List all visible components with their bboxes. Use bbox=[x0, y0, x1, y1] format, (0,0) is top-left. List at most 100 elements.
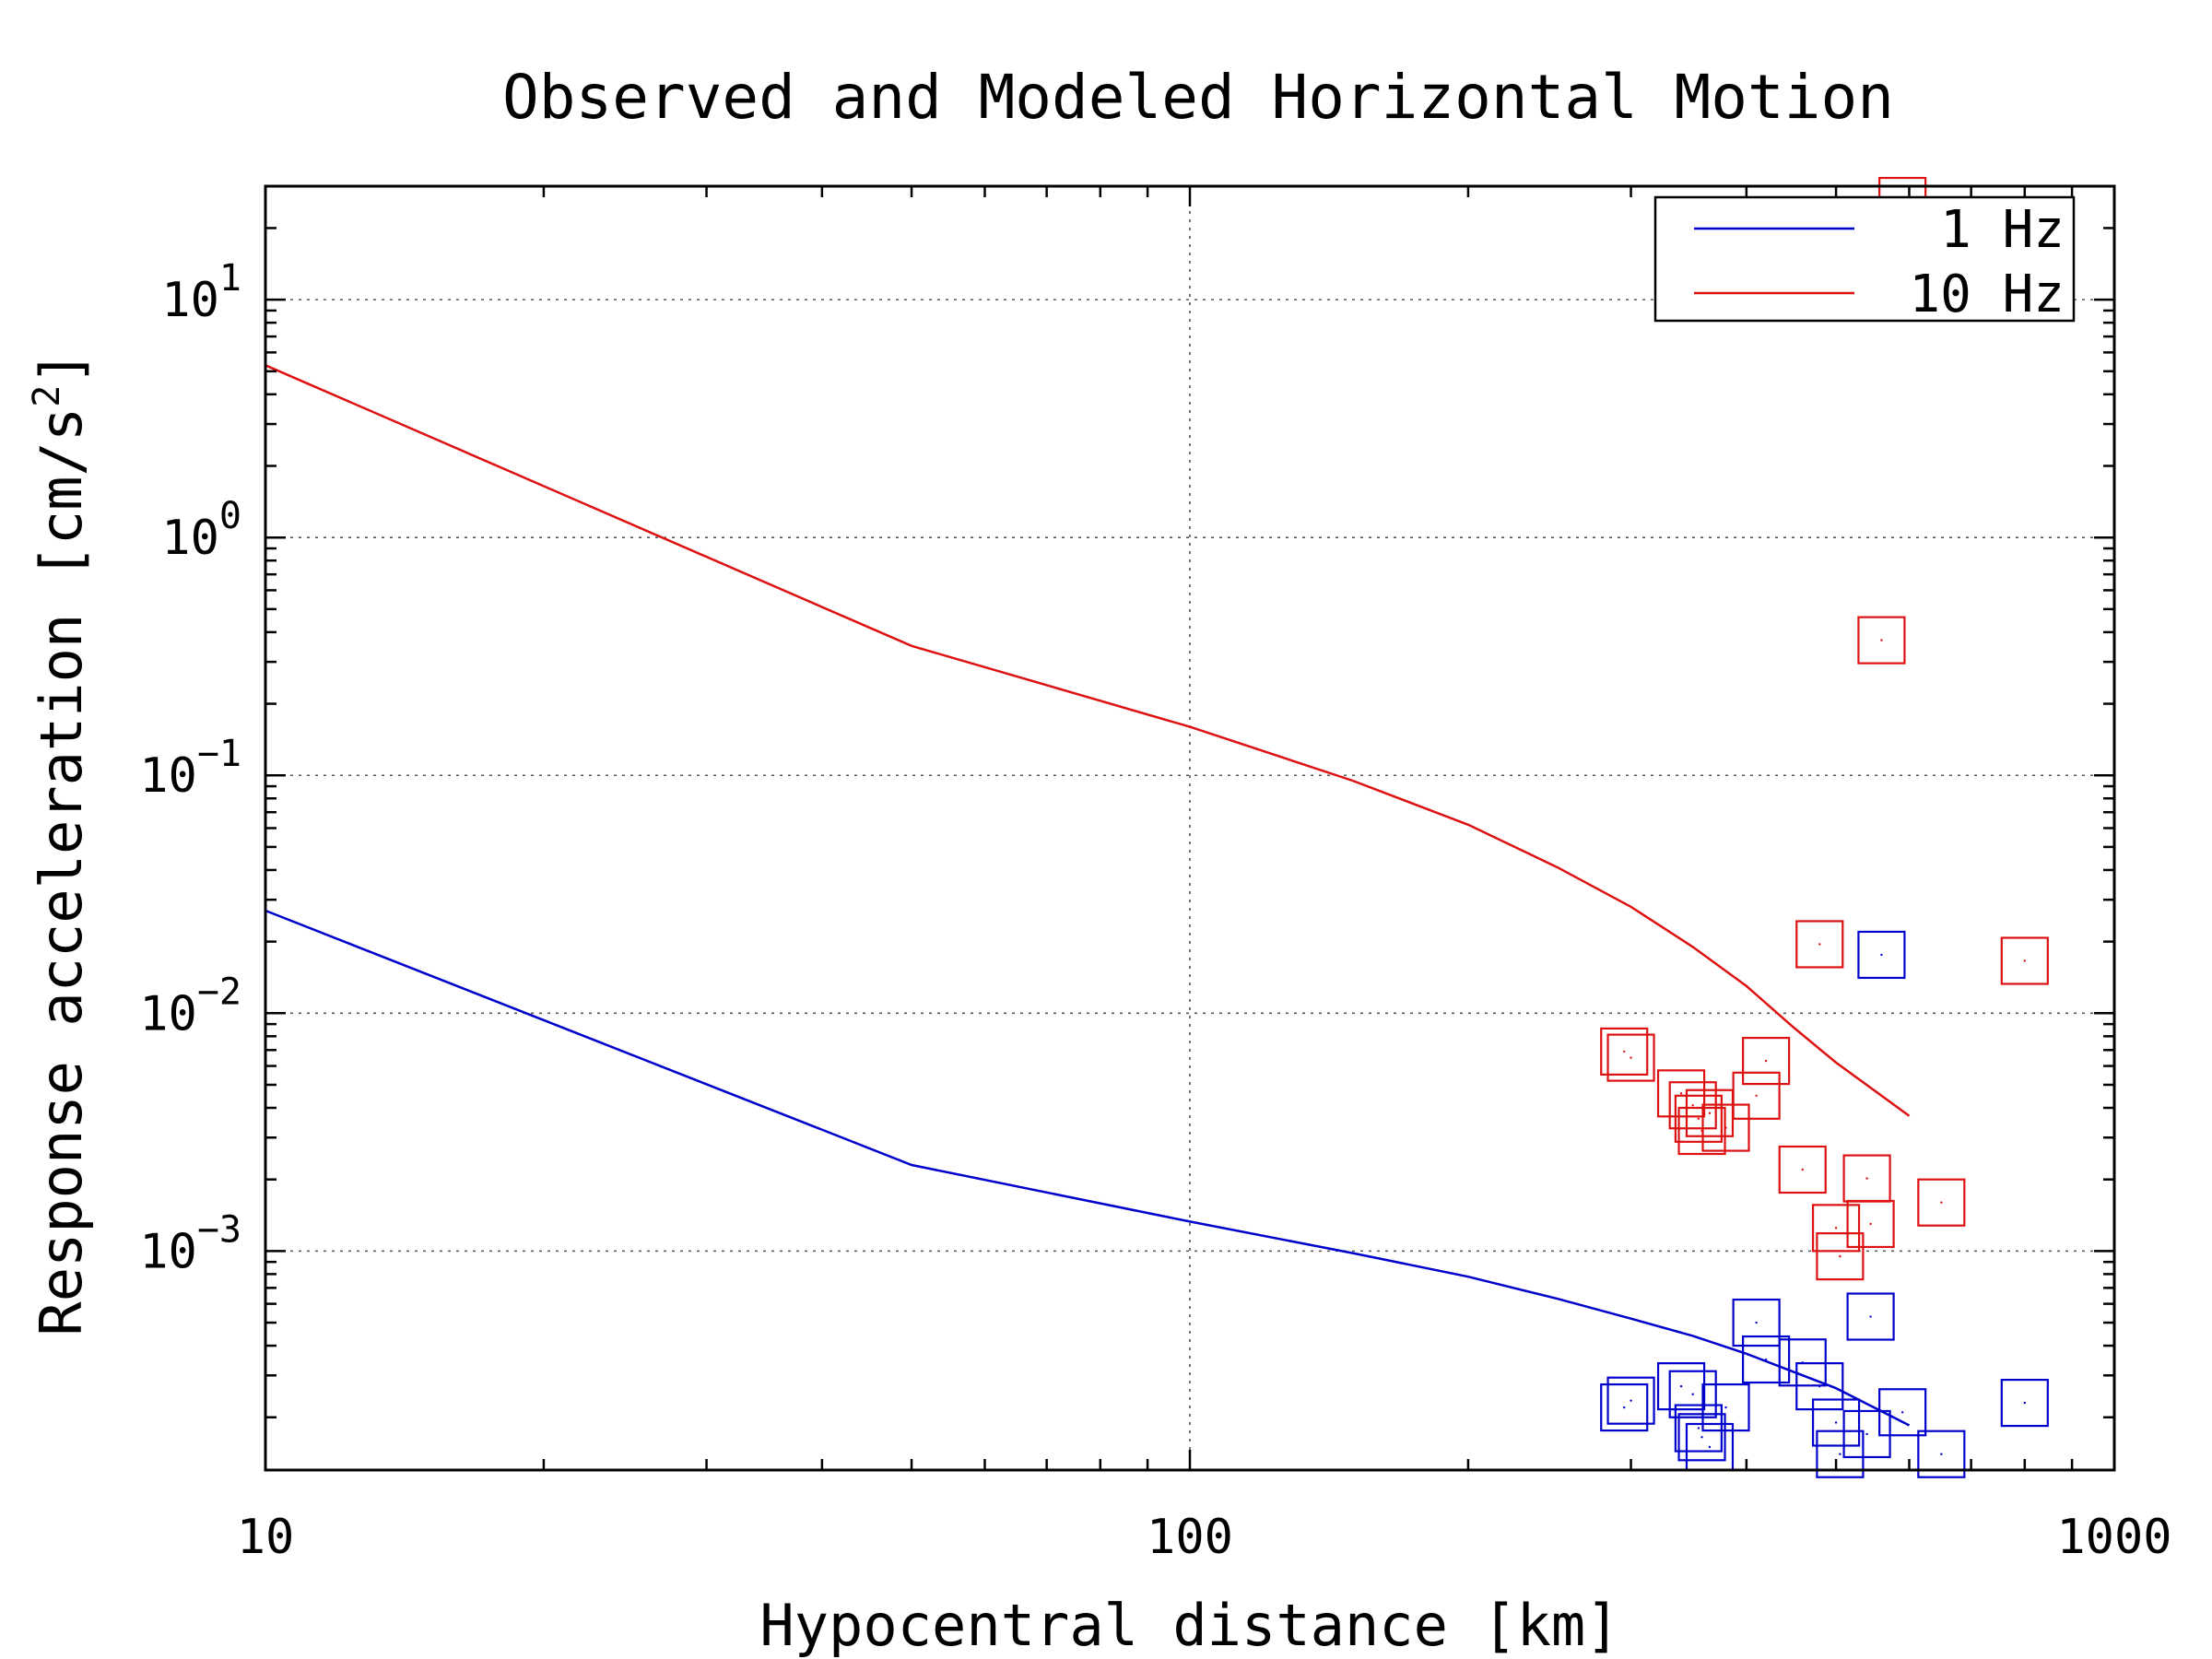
observed-point bbox=[1811, 1398, 1861, 1447]
observed-point-center bbox=[1869, 1222, 1872, 1226]
y-tick-exponent: −1 bbox=[197, 733, 241, 775]
observed-point bbox=[1606, 1033, 1655, 1082]
observed-point-center bbox=[1755, 1094, 1758, 1098]
observed-point-center bbox=[1764, 1059, 1768, 1063]
legend-box bbox=[1653, 195, 2076, 323]
observed-point bbox=[1857, 616, 1906, 665]
observed-point-center bbox=[1700, 1436, 1703, 1439]
observed-point bbox=[1878, 1388, 1927, 1437]
observed-point-center bbox=[1834, 1227, 1838, 1230]
y-tick-base: 10 bbox=[139, 1224, 197, 1279]
y-tick-base: 10 bbox=[139, 986, 197, 1041]
observed-point bbox=[1846, 1292, 1895, 1341]
observed-point-center bbox=[1724, 1126, 1727, 1129]
observed-point-center bbox=[1691, 1393, 1694, 1395]
observed-point-center bbox=[1764, 1358, 1768, 1361]
observed-point-center bbox=[1880, 639, 1883, 641]
observed-point bbox=[2000, 936, 2049, 985]
observed-point bbox=[1857, 930, 1906, 980]
observed-point-center bbox=[1818, 943, 1821, 946]
observed-point-center bbox=[1818, 1384, 1821, 1388]
observed-point bbox=[2000, 1378, 2049, 1428]
observed-point-center bbox=[1708, 1112, 1712, 1114]
observed-point-center bbox=[1679, 1092, 1683, 1095]
observed-point-center bbox=[1623, 1050, 1626, 1053]
observed-point-center bbox=[1697, 1427, 1700, 1430]
y-tick-label: 10−2 bbox=[139, 971, 241, 1041]
series-1hz bbox=[265, 909, 2049, 1478]
y-tick-exponent: −3 bbox=[197, 1208, 241, 1251]
observed-point bbox=[1600, 1382, 1649, 1432]
y-tick-label: 101 bbox=[161, 257, 241, 328]
observed-point-center bbox=[1630, 1399, 1632, 1402]
model-line bbox=[265, 909, 1911, 1427]
y-tick-label: 100 bbox=[161, 495, 241, 566]
series-10hz bbox=[265, 176, 2049, 1281]
observed-point bbox=[1917, 1430, 1966, 1478]
y-tick-label: 10−1 bbox=[139, 733, 241, 804]
observed-point-center bbox=[1691, 1104, 1694, 1107]
model-line bbox=[265, 364, 1911, 1117]
x-tick-label: 10 bbox=[237, 1510, 295, 1565]
observed-point bbox=[1674, 1404, 1723, 1453]
grid bbox=[265, 186, 2114, 1470]
observed-point bbox=[1668, 1370, 1717, 1418]
legend-label: 10 Hz bbox=[1909, 265, 2065, 324]
observed-point-center bbox=[1869, 1315, 1872, 1318]
observed-point bbox=[1846, 1199, 1895, 1249]
observed-point bbox=[1656, 1069, 1706, 1118]
observed-point bbox=[1842, 1409, 1891, 1459]
observed-point bbox=[1674, 1094, 1723, 1143]
observed-point bbox=[1606, 1376, 1655, 1425]
observed-point-center bbox=[1940, 1453, 1943, 1455]
series-layer bbox=[265, 176, 2049, 1478]
observed-point bbox=[1795, 920, 1844, 969]
observed-point-center bbox=[1623, 1406, 1626, 1409]
observed-point-center bbox=[2023, 959, 2026, 962]
x-tick-label: 1000 bbox=[2056, 1510, 2171, 1565]
observed-point-center bbox=[1755, 1321, 1758, 1324]
observed-point-center bbox=[1900, 1411, 1904, 1414]
observed-point bbox=[1816, 1430, 1865, 1478]
observed-point-center bbox=[1724, 1406, 1727, 1409]
y-axis-label: Response acceleration [cm/s2] bbox=[26, 350, 95, 1335]
observed-point-center bbox=[1630, 1056, 1632, 1059]
observed-point bbox=[1701, 1103, 1750, 1152]
y-tick-base: 10 bbox=[161, 511, 219, 566]
observed-point bbox=[1600, 1027, 1649, 1076]
y-tick-base: 10 bbox=[161, 273, 219, 328]
observed-point-center bbox=[2023, 1401, 2026, 1405]
chart-title: Observed and Modeled Horizontal Motion bbox=[502, 62, 1894, 133]
observed-point-center bbox=[1839, 1254, 1841, 1258]
observed-point bbox=[1816, 1232, 1865, 1281]
observed-point-center bbox=[1865, 1177, 1868, 1180]
y-tick-label: 10−3 bbox=[139, 1208, 241, 1279]
observed-point bbox=[1811, 1204, 1861, 1253]
observed-point-center bbox=[1801, 1168, 1804, 1171]
observed-point-center bbox=[1708, 1445, 1712, 1449]
observed-point-center bbox=[1940, 1201, 1943, 1204]
observed-point bbox=[1656, 1362, 1706, 1411]
observed-point bbox=[1742, 1036, 1791, 1086]
observed-point-center bbox=[1865, 1432, 1868, 1436]
y-tick-exponent: −2 bbox=[197, 971, 241, 1013]
observed-point bbox=[1778, 1145, 1827, 1194]
x-axis-label: Hypocentral distance [km] bbox=[759, 1592, 1619, 1659]
y-tick-exponent: 0 bbox=[219, 495, 241, 537]
y-tick-exponent: 1 bbox=[219, 257, 241, 300]
observed-point-center bbox=[1679, 1384, 1683, 1388]
observed-point bbox=[1742, 1335, 1791, 1384]
observed-point-center bbox=[1880, 953, 1883, 957]
observed-point bbox=[1732, 1298, 1781, 1347]
observed-point bbox=[1795, 1362, 1844, 1411]
observed-point bbox=[1917, 1178, 1966, 1227]
y-tick-base: 10 bbox=[139, 748, 197, 804]
observed-point-center bbox=[1697, 1117, 1700, 1121]
observed-point-center bbox=[1834, 1421, 1838, 1424]
observed-point bbox=[1732, 1071, 1781, 1120]
x-tick-label: 100 bbox=[1147, 1510, 1233, 1565]
observed-point bbox=[1701, 1382, 1750, 1432]
